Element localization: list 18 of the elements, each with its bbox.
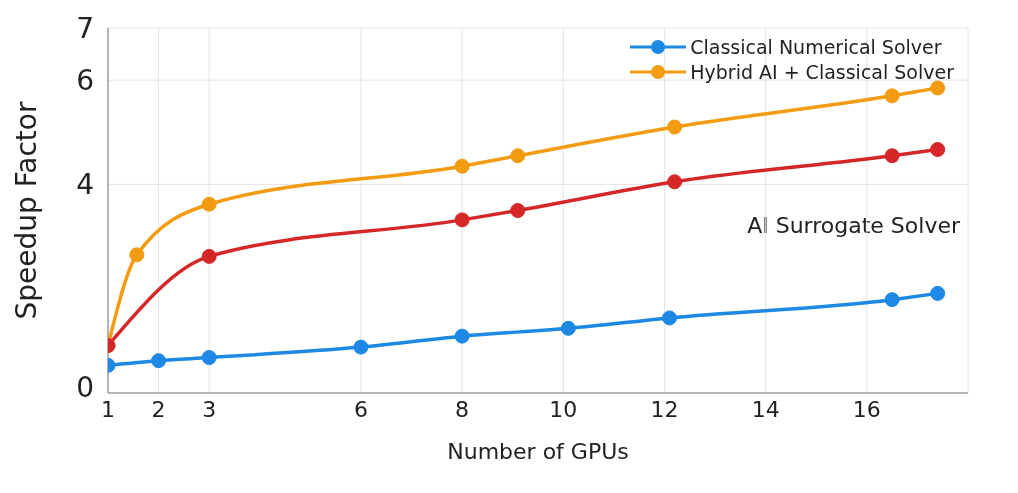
x-tick-label: 16: [852, 396, 881, 422]
x-axis-title: Number of GPUs: [447, 439, 629, 464]
legend-label: Hybrid AI + Classical Solver: [690, 61, 954, 83]
y-tick-label: 6: [76, 64, 94, 98]
x-tick-label: 3: [202, 396, 217, 422]
x-tick-label: 6: [353, 396, 368, 422]
y-tick-label: 7: [76, 12, 94, 45]
x-tick-label: 10: [549, 396, 578, 422]
x-tick-label: 14: [751, 396, 780, 422]
legend-label: Classical Numerical Solver: [690, 36, 942, 58]
annotation: AI Surrogate Solver: [747, 213, 960, 238]
x-tick-label: 12: [650, 396, 679, 422]
y-axis-title: Speedup Factor: [9, 101, 43, 320]
x-tick-label: 1: [101, 396, 115, 422]
x-tick-label: 8: [455, 396, 470, 422]
y-tick-label: 4: [76, 168, 94, 202]
y-tick-label: 0: [76, 371, 94, 404]
x-tick-label: 2: [151, 396, 166, 422]
